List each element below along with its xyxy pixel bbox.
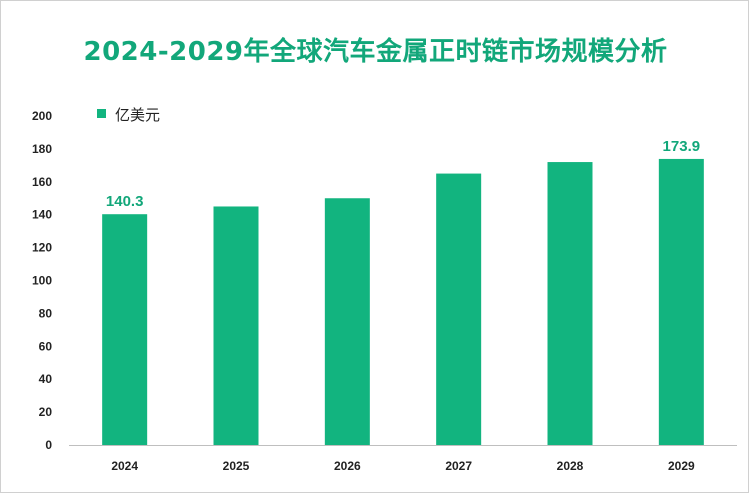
y-tick-label: 100 [32,274,52,288]
legend-swatch [97,109,106,118]
chart-title: 2024-2029年全球汽车金属正时链市场规模分析 [83,37,668,67]
x-tick-label: 2028 [557,459,584,473]
y-tick-label: 0 [45,438,52,452]
bar-2025 [213,206,259,445]
x-tick-label: 2026 [334,459,361,473]
x-tick-label: 2029 [668,459,695,473]
bar-2024 [102,214,148,445]
y-tick-label: 160 [32,175,52,189]
bar-2029 [658,158,704,445]
bar-2028 [547,162,593,445]
y-tick-label: 20 [39,405,53,419]
x-tick-label: 2025 [223,459,250,473]
y-tick-label: 200 [32,109,52,123]
x-axis: 2024 2025 2026 2027 2028 2029 [69,445,737,473]
data-label-2024: 140.3 [106,193,144,210]
bars: 140.3 173.9 [102,138,704,445]
y-tick-label: 180 [32,142,52,156]
y-tick-label: 60 [39,339,53,353]
y-axis: 0 20 40 60 80 100 120 140 160 180 200 [32,109,52,452]
y-tick-label: 80 [39,306,53,320]
bar-2026 [324,198,370,445]
legend-label: 亿美元 [115,106,160,124]
bar-2027 [436,173,482,445]
legend: 亿美元 [97,106,160,124]
y-tick-label: 140 [32,208,52,222]
x-tick-label: 2027 [445,459,472,473]
y-tick-label: 120 [32,241,52,255]
data-label-2029: 173.9 [663,138,701,155]
y-tick-label: 40 [39,372,53,386]
x-tick-label: 2024 [111,459,138,473]
